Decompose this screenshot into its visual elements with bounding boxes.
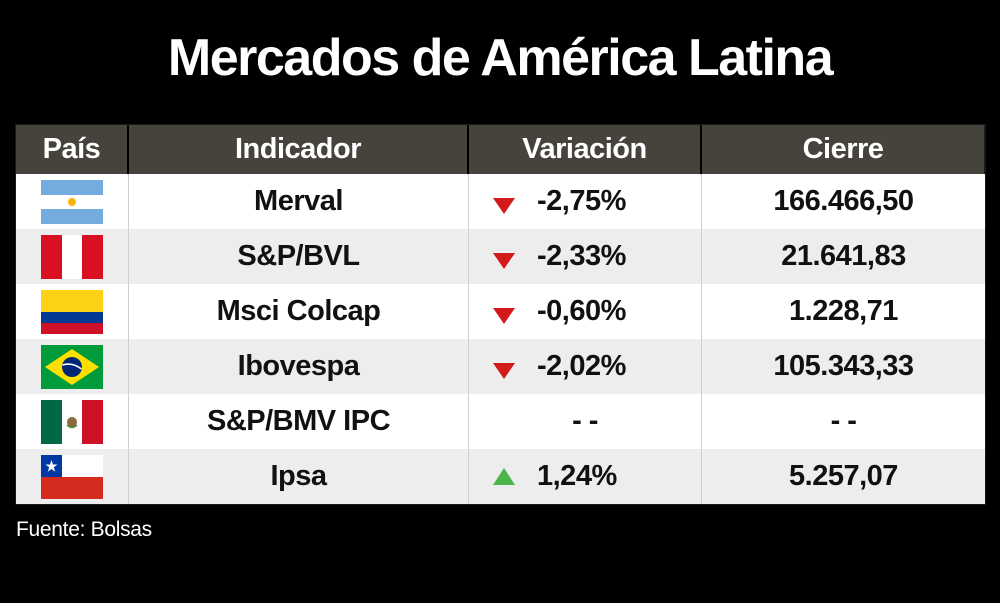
chile-flag [41,454,103,499]
header-variacion: Variación [469,125,702,174]
down-arrow-icon [491,192,517,214]
indicador-name: S&P/BMV IPC [129,394,469,449]
variacion-value: - - [572,405,598,437]
variacion-value: -2,02% [537,350,626,382]
table-row: Merval -2,75% 166.466,50 [16,174,985,229]
peru-flag [41,234,103,279]
header-pais: País [16,125,129,174]
page-title: Mercados de América Latina [167,29,834,87]
table-header: País Indicador Variación Cierre [16,125,985,174]
table-row: Msci Colcap -0,60% 1.228,71 [16,284,985,339]
variacion-value: 1,24% [537,460,617,492]
indicador-name: Msci Colcap [129,284,469,339]
cierre-value: 1.228,71 [789,295,898,327]
variacion-value: -0,60% [537,295,626,327]
indicador-name: Ipsa [129,449,469,504]
colombia-flag [41,289,103,334]
indicador-name: Ibovespa [129,339,469,394]
header-cierre: Cierre [702,125,985,174]
mexico-flag [41,399,103,444]
brazil-flag [41,344,103,389]
up-arrow-icon [491,467,517,487]
variacion-value: -2,75% [537,185,626,217]
down-arrow-icon [491,302,517,324]
down-arrow-icon [491,247,517,269]
markets-table: País Indicador Variación Cierre Merval -… [15,124,986,505]
table-row: Ibovespa -2,02% 105.343,33 [16,339,985,394]
cierre-value: 21.641,83 [781,240,906,272]
down-arrow-icon [491,357,517,379]
cierre-value: 166.466,50 [773,185,914,217]
indicador-name: S&P/BVL [129,229,469,284]
variacion-value: -2,33% [537,240,626,272]
cierre-value: 105.343,33 [773,350,914,382]
source-note: Fuente: Bolsas [16,518,152,541]
cierre-value: 5.257,07 [789,460,898,492]
cierre-value: - - [830,405,857,437]
table-row: S&P/BVL -2,33% 21.641,83 [16,229,985,284]
argentina-flag [41,179,103,224]
table-row: S&P/BMV IPC - - - - [16,394,985,449]
table-row: Ipsa 1,24% 5.257,07 [16,449,985,504]
header-indicador: Indicador [129,125,469,174]
indicador-name: Merval [129,174,469,229]
